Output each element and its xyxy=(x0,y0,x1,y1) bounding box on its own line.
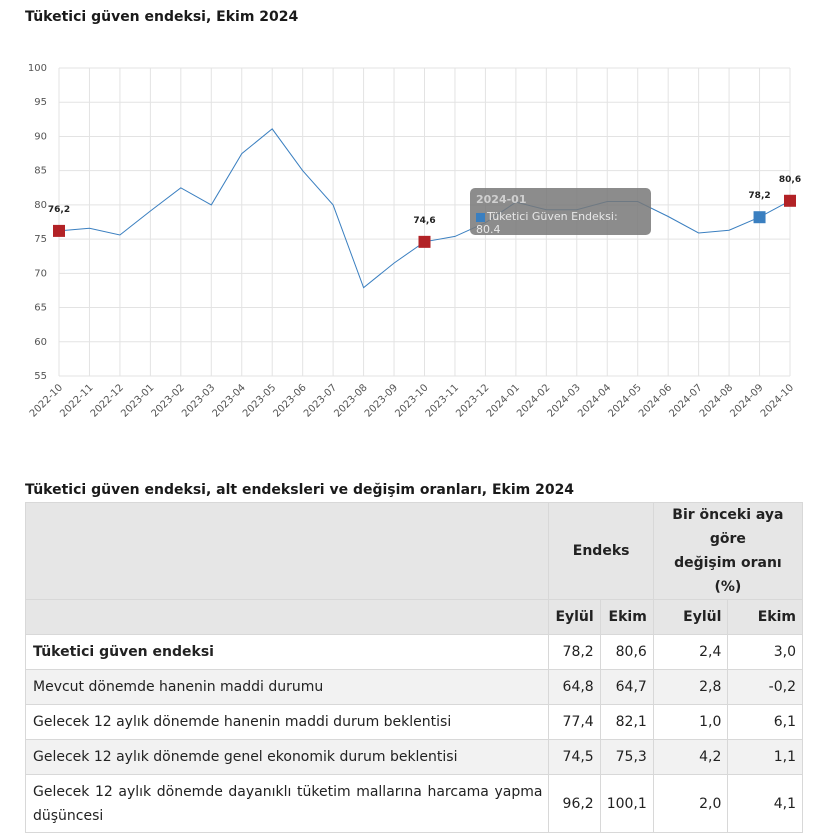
line-chart: 55 60 65 70 75 80 85 90 95 100 2022-102022-112022… xyxy=(28,63,801,420)
header-change-line2: göre xyxy=(709,531,746,547)
cell-change-eylul: 2,4 xyxy=(652,634,729,670)
row-label: Tüketici güven endeksi xyxy=(24,634,550,670)
row-label: Gelecek 12 aylık dönemde hanenin maddi d… xyxy=(24,704,550,740)
header-change: Bir önceki aya göre değişim oranı (%) xyxy=(652,502,804,600)
table-row: Gelecek 12 aylık dönemde hanenin maddi d… xyxy=(24,704,803,740)
cell-eylul: 64,8 xyxy=(548,669,601,705)
x-tick-label: 2024-10 xyxy=(759,382,796,419)
highlight-marker xyxy=(753,211,766,224)
y-tick-label: 55 xyxy=(34,371,47,382)
y-tick-label: 75 xyxy=(34,234,47,245)
cell-ekim: 82,1 xyxy=(599,704,654,740)
highlight-marker xyxy=(418,235,431,248)
subheader-ekim-change: Ekim xyxy=(727,599,803,635)
y-tick-label: 95 xyxy=(34,97,47,108)
cell-eylul: 77,4 xyxy=(548,704,601,740)
table-row: Gelecek 12 aylık dönemde dayanıklı tüket… xyxy=(24,774,803,833)
cell-change-eylul: 4,2 xyxy=(652,739,729,775)
cell-change-ekim: 4,1 xyxy=(727,774,803,833)
table-header-row: Endeks Bir önceki aya göre değişim oranı… xyxy=(24,502,804,600)
highlight-marker xyxy=(784,194,796,207)
data-label: 76,2 xyxy=(48,205,70,215)
cell-eylul: 96,2 xyxy=(548,774,601,833)
data-label: 74,6 xyxy=(413,216,435,226)
subindex-table: Endeks Bir önceki aya göre değişim oranı… xyxy=(24,502,804,833)
tooltip-text: Tüketici Güven Endeksi: 80.4 xyxy=(476,210,618,236)
table-row: Mevcut dönemde hanenin maddi durumu 64,8… xyxy=(24,669,803,705)
header-change-line3: değişim oranı (%) xyxy=(674,555,782,595)
y-tick-label: 70 xyxy=(34,268,47,279)
x-axis-ticks: 2022-102022-112022-122023-012023-022023-… xyxy=(28,382,796,419)
header-endeks: Endeks xyxy=(548,502,654,600)
tooltip-swatch-icon xyxy=(476,212,485,222)
cell-change-ekim: -0,2 xyxy=(727,669,803,705)
y-tick-label: 60 xyxy=(34,337,47,348)
tooltip-title: 2024-01 xyxy=(476,193,527,206)
row-label: Gelecek 12 aylık dönemde dayanıklı tüket… xyxy=(24,774,550,833)
header-change-line1: Bir önceki aya xyxy=(672,507,784,523)
y-tick-label: 90 xyxy=(34,131,47,142)
cell-eylul: 78,2 xyxy=(548,634,601,670)
y-tick-label: 80 xyxy=(34,200,47,211)
cell-change-ekim: 1,1 xyxy=(727,739,803,775)
cell-change-eylul: 2,8 xyxy=(652,669,729,705)
row-label: Gelecek 12 aylık dönemde genel ekonomik … xyxy=(24,739,550,775)
subheader-ekim: Ekim xyxy=(599,599,654,635)
subheader-empty xyxy=(24,599,550,635)
row-label: Mevcut dönemde hanenin maddi durumu xyxy=(24,669,550,705)
cell-change-eylul: 1,0 xyxy=(652,704,729,740)
cell-ekim: 75,3 xyxy=(599,739,654,775)
data-label: 78,2 xyxy=(748,191,770,201)
data-label: 80,6 xyxy=(779,175,801,185)
cell-eylul: 74,5 xyxy=(548,739,601,775)
chart-title: Tüketici güven endeksi, Ekim 2024 xyxy=(25,9,299,25)
chart-tooltip: 2024-01 Tüketici Güven Endeksi: 80.4 xyxy=(470,188,651,236)
table-subheader-row: Eylül Ekim Eylül Ekim xyxy=(24,599,803,635)
subheader-eylul: Eylül xyxy=(548,599,601,635)
y-axis-ticks: 55 60 65 70 75 80 85 90 95 100 xyxy=(28,63,47,382)
cell-change-eylul: 2,0 xyxy=(652,774,729,833)
cell-ekim: 80,6 xyxy=(599,634,654,670)
y-tick-label: 85 xyxy=(34,166,47,177)
y-tick-label: 65 xyxy=(34,303,47,314)
highlight-markers: 76,2 74,6 78,2 80,6 xyxy=(48,175,801,248)
highlight-marker xyxy=(53,224,65,237)
cell-change-ekim: 6,1 xyxy=(727,704,803,740)
table-row: Gelecek 12 aylık dönemde genel ekonomik … xyxy=(24,739,803,775)
table-title: Tüketici güven endeksi, alt endeksleri v… xyxy=(25,482,575,498)
table-row: Tüketici güven endeksi 78,2 80,6 2,4 3,0 xyxy=(24,634,803,670)
header-empty xyxy=(24,502,550,600)
cell-ekim: 100,1 xyxy=(599,774,654,833)
y-tick-label: 100 xyxy=(28,63,47,74)
cell-change-ekim: 3,0 xyxy=(727,634,803,670)
subheader-eylul-change: Eylül xyxy=(652,599,729,635)
cell-ekim: 64,7 xyxy=(599,669,654,705)
